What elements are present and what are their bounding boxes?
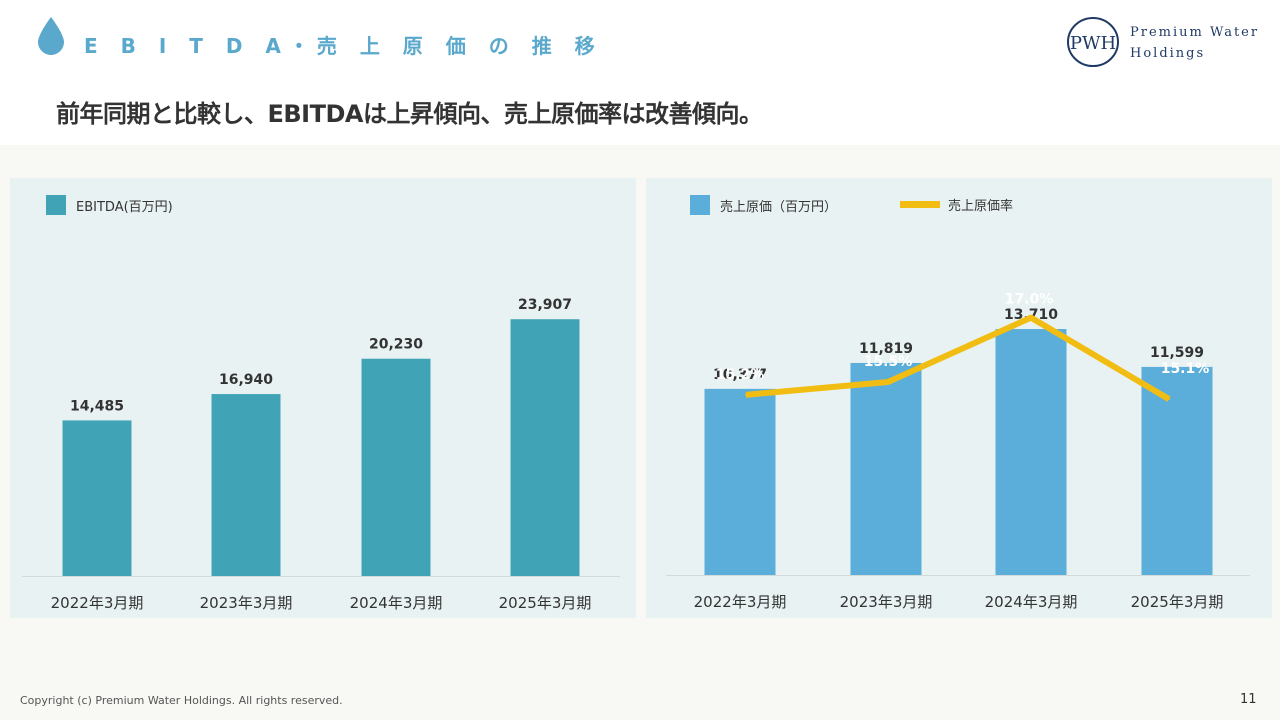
cost-rate-label: 15.1% — [1161, 361, 1210, 377]
cost-value-label: 10,377 — [713, 367, 767, 383]
ebitda-value-label: 20,230 — [369, 337, 423, 353]
cost-rate-point — [887, 380, 889, 383]
page-number: 11 — [1240, 692, 1257, 707]
cost-legend-label: 売上原価（百万円） — [720, 199, 838, 215]
cost-rate-label: 15.5% — [864, 354, 913, 370]
cost-value-label: 11,599 — [1150, 345, 1204, 361]
cost-rate-point — [1168, 398, 1170, 401]
cost-legend: 売上原価（百万円） — [690, 195, 837, 215]
section-title: E B I T D A・売 上 原 価 の 推 移 — [84, 34, 603, 58]
ebitda-value-label: 23,907 — [518, 297, 572, 313]
rate-legend: 売上原価率 — [900, 195, 1013, 214]
x-tick-label: 2023年3月期 — [840, 593, 933, 611]
ebitda-bar — [211, 394, 281, 576]
logo-line-2: Holdings — [1130, 46, 1206, 61]
cost-rate-label: 15.2% — [716, 367, 765, 383]
x-tick-label: 2025年3月期 — [1131, 593, 1224, 611]
rate-legend-line — [900, 201, 940, 208]
copyright-text: Copyright (c) Premium Water Holdings. Al… — [20, 694, 343, 707]
ebitda-bar — [361, 358, 431, 576]
cost-combo-chart: 10,3772022年3月期11,8192023年3月期13,7102024年3… — [666, 292, 1250, 611]
logo-line-1: Premium Water — [1130, 25, 1260, 40]
cost-rate-point — [1030, 316, 1032, 319]
x-tick-label: 2022年3月期 — [51, 594, 144, 612]
ebitda-legend: EBITDA(百万円) — [46, 195, 173, 215]
x-tick-label: 2024年3月期 — [985, 593, 1078, 611]
ebitda-chart-panel: EBITDA(百万円) 14,485 2022年3月期 16,940 2023年3月期… — [10, 178, 636, 618]
cost-bar — [850, 362, 922, 575]
ebitda-bar — [510, 319, 580, 576]
x-tick-label: 2025年3月期 — [499, 594, 592, 612]
ebitda-bar — [62, 420, 132, 576]
pwh-logo-icon: PWH — [1067, 17, 1119, 67]
page-headline: 前年同期と比較し、EBITDAは上昇傾向、売上原価率は改善傾向。 — [56, 100, 763, 128]
cost-rate-label: 17.0% — [1005, 292, 1054, 308]
company-logo-text: Premium Water Holdings — [1130, 22, 1259, 64]
cost-bar — [704, 388, 776, 575]
cost-chart-panel: 売上原価（百万円） 売上原価率 10,377 2022年3月期 11,819 2023… — [646, 178, 1272, 618]
cost-legend-swatch — [690, 195, 710, 215]
ebitda-value-label: 16,940 — [219, 372, 273, 388]
svg-text:PWH: PWH — [1070, 33, 1116, 54]
cost-bar — [995, 329, 1067, 575]
x-tick-label: 2023年3月期 — [200, 594, 293, 612]
ebitda-value-label: 14,485 — [70, 398, 124, 414]
rate-legend-label: 売上原価率 — [948, 199, 1014, 214]
x-tick-label: 2024年3月期 — [350, 594, 443, 612]
ebitda-bar-chart: 14,485 2022年3月期 16,940 2023年3月期 20,230 2024年3… — [22, 297, 620, 612]
cost-bar — [1141, 366, 1213, 575]
water-drop-icon — [38, 17, 64, 55]
ebitda-legend-swatch — [46, 195, 66, 215]
cost-rate-point — [745, 393, 747, 396]
x-tick-label: 2022年3月期 — [694, 593, 787, 611]
ebitda-legend-label: EBITDA(百万円) — [76, 199, 173, 215]
cost-rate-line — [745, 314, 1171, 402]
cost-value-label: 11,819 — [859, 341, 913, 357]
header-band — [0, 0, 1280, 145]
